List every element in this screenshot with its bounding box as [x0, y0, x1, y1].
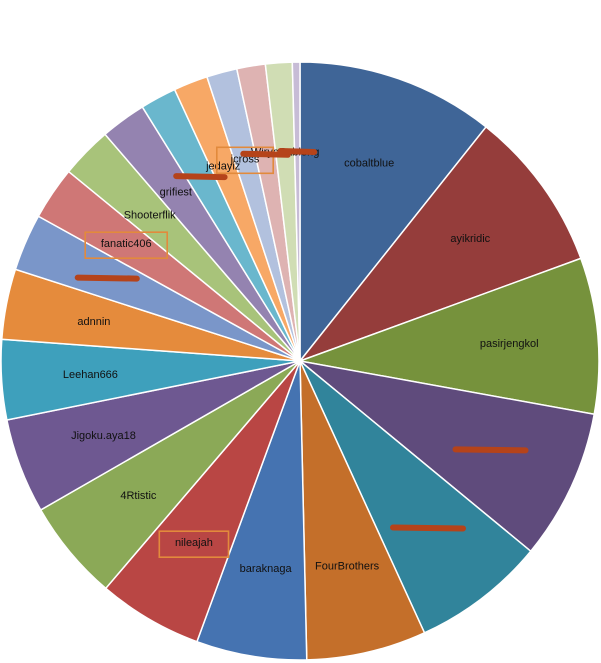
- slice-label-grifiest: grifiest: [160, 187, 192, 199]
- slice-label-jedayiz: jedayiz: [205, 161, 240, 173]
- redaction-mark: [74, 274, 140, 282]
- slice-label-fanatic406: fanatic406: [101, 238, 152, 250]
- pie-slice-cobaltblue: [299, 61, 488, 364]
- pie-slice-fourbrothers: [299, 360, 426, 661]
- pie-slice-ayikridic: [297, 125, 582, 363]
- highlight-box-fanatic406: [84, 231, 168, 259]
- highlight-box-nileajah: [158, 530, 230, 559]
- slice-label-pasirjengkol: pasirjengkol: [480, 338, 539, 350]
- slice-label-4rtistic: 4Rtistic: [120, 490, 157, 502]
- redaction-mark: [452, 446, 529, 454]
- redaction-mark: [173, 173, 228, 181]
- redaction-mark: [240, 150, 291, 158]
- slice-label-cobaltblue: cobaltblue: [344, 158, 394, 170]
- redaction-mark: [390, 524, 466, 532]
- slice-label-shooterflik: Shooterflik: [124, 209, 176, 221]
- slice-label-jigoku-aya18: Jigoku.aya18: [71, 430, 136, 442]
- pie-slice-pasirjengkol: [297, 257, 600, 416]
- slice-label-leehan666: Leehan666: [63, 369, 118, 381]
- highlight-box-jcross: [216, 146, 275, 175]
- slice-label-baraknaga: baraknaga: [240, 563, 293, 575]
- slice-label-adnnin: adnnin: [77, 316, 110, 328]
- pie-annotations: [74, 146, 529, 559]
- slice-label-ayikridic: ayikridic: [450, 233, 490, 245]
- slice-label-nileajah: nileajah: [175, 537, 213, 549]
- pie-slices: [0, 61, 600, 661]
- pie-slice-redacted-3: [297, 359, 596, 553]
- slice-label-fourbrothers: FourBrothers: [315, 561, 380, 573]
- pie-slice-redacted-21: [291, 61, 301, 362]
- pie-slice-redacted-4: [299, 360, 532, 634]
- redaction-mark: [277, 148, 318, 155]
